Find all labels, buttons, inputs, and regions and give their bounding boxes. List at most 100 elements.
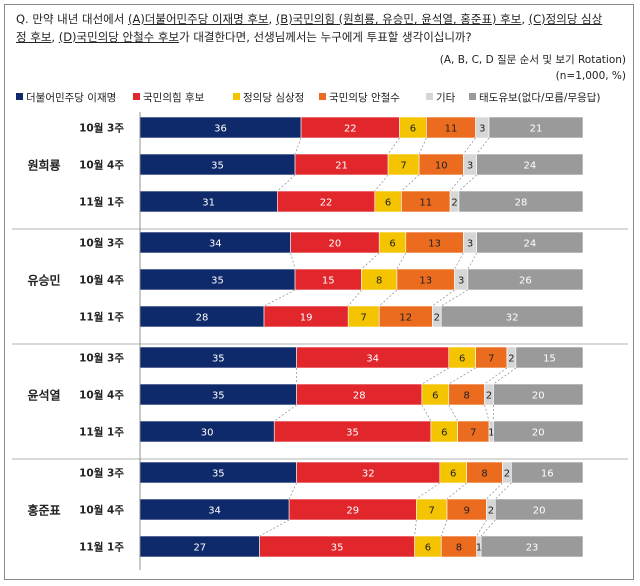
- group-label: 윤석열: [27, 388, 60, 403]
- data-label: 21: [335, 161, 348, 172]
- connector-line: [421, 404, 432, 422]
- data-label: 7: [428, 506, 434, 517]
- legend-item-2: 국민의힘 후보: [133, 90, 204, 105]
- data-label: 35: [211, 161, 224, 172]
- legend-label: 태도유보(없다/모름/무응답): [479, 92, 601, 104]
- data-label: 3: [467, 161, 473, 172]
- connector-line: [387, 137, 400, 155]
- data-label: 28: [196, 313, 209, 324]
- data-label: 6: [389, 239, 395, 250]
- data-label: 3: [479, 124, 485, 135]
- connector-line: [448, 404, 459, 422]
- option-d: (D)국민의당 안철수 후보: [58, 30, 180, 44]
- legend-swatch: [16, 93, 23, 100]
- legend-label: 기타: [436, 92, 456, 104]
- data-label: 24: [523, 161, 536, 172]
- connector-line: [440, 519, 448, 537]
- data-label: 36: [214, 124, 227, 135]
- data-label: 22: [344, 124, 357, 135]
- option-a: (A)더불어민주당 이재명 후보: [127, 12, 269, 26]
- connector-line: [467, 252, 477, 270]
- connector-line: [414, 519, 417, 537]
- connector-line: [378, 289, 398, 307]
- data-label: 7: [400, 161, 406, 172]
- data-label: 1: [476, 543, 482, 554]
- data-label: 10: [435, 161, 448, 172]
- data-label: 15: [322, 276, 335, 287]
- data-label: 20: [532, 428, 545, 439]
- connector-line: [396, 252, 407, 270]
- legend-item-1: 더불어민주당 이재명: [16, 90, 116, 105]
- bar-segment: [467, 268, 584, 291]
- connector-line: [416, 482, 441, 500]
- group-label: 원희룡: [27, 158, 60, 173]
- bar-segment: [511, 461, 584, 484]
- row-label: 10월 3주: [79, 467, 124, 480]
- data-label: 6: [425, 543, 431, 554]
- connector-line: [274, 404, 297, 422]
- data-label: 1: [488, 428, 494, 439]
- data-label: 13: [428, 239, 441, 250]
- row-label: 10월 3주: [79, 237, 124, 250]
- data-label: 2: [508, 354, 514, 365]
- connector-line: [484, 367, 508, 385]
- data-label: 8: [481, 469, 487, 480]
- data-label: 34: [208, 506, 221, 517]
- connector-line: [493, 367, 517, 385]
- option-c-cont: 정 후보: [16, 30, 52, 44]
- data-label: 6: [450, 469, 456, 480]
- row-label: 11월 1주: [79, 311, 124, 324]
- data-label: 8: [376, 276, 382, 287]
- bar-segment: [488, 116, 584, 139]
- row-label: 11월 1주: [79, 426, 124, 439]
- legend-label: 정의당 심상정: [243, 92, 305, 104]
- data-label: 35: [346, 428, 359, 439]
- data-label: 3: [458, 276, 464, 287]
- legend: 더불어민주당 이재명 국민의힘 후보 정의당 심상정 국민의당 안철수 기타 태도유보(없…: [16, 90, 626, 106]
- data-label: 21: [530, 124, 543, 135]
- connector-line: [277, 174, 296, 192]
- bar-segment: [476, 231, 584, 254]
- connector-line: [448, 367, 476, 385]
- data-label: 3: [467, 239, 473, 250]
- sample-note: (n=1,000, %): [555, 70, 626, 82]
- legend-item-6: 태도유보(없다/모름/무응답): [469, 90, 601, 105]
- data-label: 22: [320, 198, 333, 209]
- data-label: 2: [486, 391, 492, 402]
- option-c: (C)정의당 심상: [528, 12, 603, 26]
- data-label: 32: [362, 469, 375, 480]
- legend-item-3: 정의당 심상정: [233, 90, 304, 105]
- data-label: 24: [523, 239, 536, 250]
- connector-line: [347, 289, 362, 307]
- connector-line: [484, 404, 490, 422]
- connector-line: [446, 482, 467, 500]
- data-label: 28: [515, 198, 528, 209]
- bar-segment: [440, 305, 584, 328]
- connector-line: [401, 174, 420, 192]
- legend-swatch: [319, 93, 326, 100]
- connector-line: [263, 289, 296, 307]
- data-label: 16: [541, 469, 554, 480]
- legend-label: 국민의당 안철수: [329, 92, 400, 104]
- bar-segment: [458, 190, 584, 213]
- data-label: 35: [212, 391, 225, 402]
- legend-swatch: [469, 93, 476, 100]
- data-label: 6: [432, 391, 438, 402]
- row-label: 11월 1주: [79, 541, 124, 554]
- connector-line: [454, 252, 464, 270]
- data-label: 2: [434, 313, 440, 324]
- group-label: 유승민: [27, 273, 60, 288]
- data-label: 19: [300, 313, 313, 324]
- connector-line: [441, 289, 469, 307]
- row-label: 10월 3주: [79, 122, 124, 135]
- data-label: 2: [504, 469, 510, 480]
- data-label: 6: [410, 124, 416, 135]
- connector-line: [294, 137, 302, 155]
- connector-line: [421, 367, 449, 385]
- group-label: 홍준표: [27, 503, 60, 518]
- data-label: 35: [212, 469, 225, 480]
- data-label: 29: [346, 506, 359, 517]
- data-label: 31: [202, 198, 215, 209]
- connector-line: [486, 482, 503, 500]
